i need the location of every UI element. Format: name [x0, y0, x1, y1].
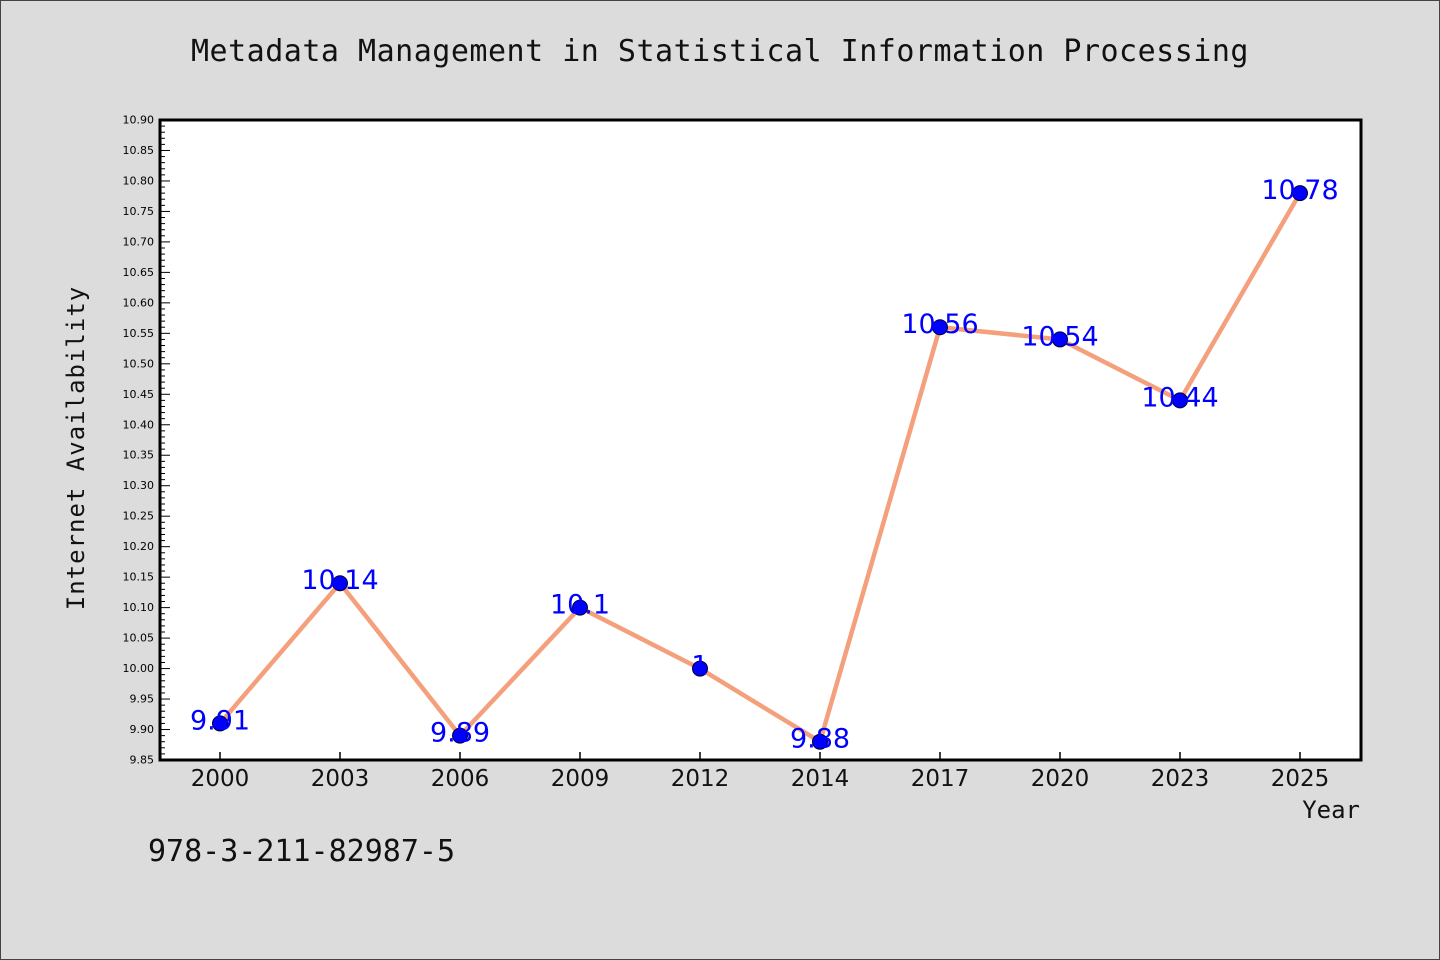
y-tick-label: 10.90 [123, 114, 155, 127]
x-axis-label: Year [1302, 796, 1360, 824]
x-tick-label: 2023 [1151, 766, 1210, 792]
x-tick-label: 2017 [911, 766, 970, 792]
data-point [332, 575, 348, 592]
y-tick-label: 10.05 [123, 632, 155, 645]
y-tick-label: 10.25 [123, 510, 155, 523]
y-tick-label: 10.55 [123, 327, 155, 340]
data-label: 9.89 [430, 718, 490, 749]
y-tick-label: 10.10 [123, 601, 155, 614]
x-tick-label: 2025 [1271, 766, 1330, 792]
y-tick-label: 10.60 [123, 296, 155, 309]
plot-area [158, 118, 1363, 762]
x-tick-label: 2012 [671, 766, 730, 792]
data-label: 10.14 [301, 565, 378, 596]
y-tick-label: 10.80 [123, 174, 155, 187]
x-tick-label: 2006 [431, 766, 490, 792]
y-tick-label: 10.20 [123, 540, 155, 553]
data-label: 10.56 [901, 309, 978, 340]
y-tick-label: 10.85 [123, 144, 155, 157]
x-tick-label: 2014 [791, 766, 850, 792]
y-tick-label: 10.70 [123, 235, 155, 248]
data-point [1292, 185, 1308, 202]
data-point [1172, 392, 1188, 409]
y-tick-label: 10.45 [123, 388, 155, 401]
data-label: 10.44 [1141, 382, 1218, 413]
data-point [812, 733, 828, 750]
x-tick-label: 2009 [551, 766, 610, 792]
data-label: 9.88 [790, 724, 850, 755]
data-point [692, 660, 708, 677]
y-tick-label: 10.35 [123, 449, 155, 462]
y-tick-label: 10.15 [123, 571, 155, 584]
y-tick-label: 10.65 [123, 266, 155, 279]
x-tick-label: 2003 [311, 766, 370, 792]
y-tick-label: 10.50 [123, 357, 155, 370]
y-tick-label: 10.30 [123, 479, 155, 492]
data-label: 10.54 [1021, 321, 1098, 352]
y-tick-label: 10.40 [123, 418, 155, 431]
data-point [452, 727, 468, 744]
y-tick-label: 10.00 [123, 662, 155, 675]
y-tick-label: 9.85 [130, 754, 155, 767]
y-tick-label: 9.95 [130, 693, 155, 706]
data-point [932, 319, 948, 336]
y-tick-label: 9.90 [130, 723, 155, 736]
series-line [218, 192, 1302, 744]
data-point [572, 599, 588, 616]
chart-title: Metadata Management in Statistical Infor… [190, 34, 1249, 69]
data-label: 10.78 [1261, 175, 1338, 206]
x-tick-label: 2000 [191, 766, 250, 792]
data-label: 1 [691, 651, 708, 682]
data-point [212, 715, 228, 732]
x-tick-label: 2020 [1031, 766, 1090, 792]
isbn-text: 978-3-211-82987-5 [148, 834, 456, 869]
data-label: 9.91 [190, 705, 250, 736]
data-label: 10.1 [550, 590, 610, 621]
data-point [1052, 331, 1068, 348]
y-tick-label: 10.75 [123, 205, 155, 218]
